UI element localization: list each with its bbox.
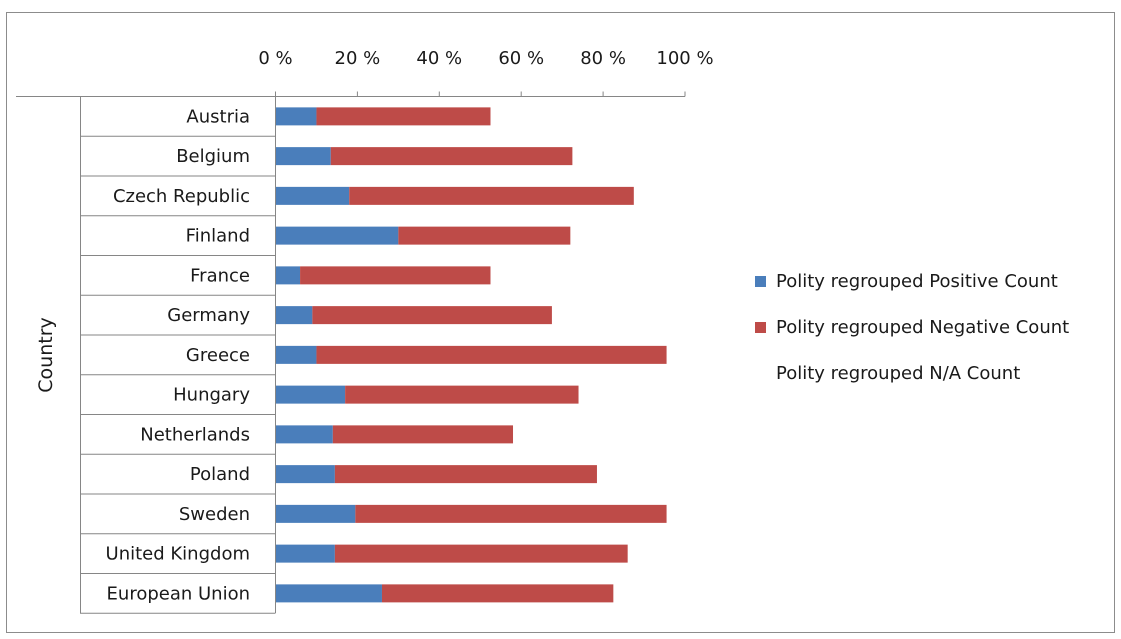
x-tick-label: 0 % — [258, 48, 292, 69]
legend-label: Polity regrouped Negative Count — [776, 317, 1069, 338]
category-labels: Austria Belgium Czech Republic Finland Franc… — [106, 106, 251, 604]
category-label: European Union — [107, 583, 250, 604]
bar-segment — [275, 345, 317, 364]
bar-segment — [300, 266, 491, 285]
legend-label: Polity regrouped N/A Count — [776, 363, 1020, 384]
bar-segment — [316, 345, 667, 364]
category-label: Czech Republic — [113, 186, 250, 207]
category-label: Germany — [167, 305, 250, 326]
x-tick-label: 100 % — [656, 48, 713, 69]
bar-segment — [275, 385, 346, 404]
bar-segment — [349, 186, 634, 205]
x-axis-ticks: 0 % 20 % 40 % 60 % 80 % 100 % — [258, 48, 714, 97]
x-tick-label: 40 % — [416, 48, 462, 69]
bar-segment — [275, 544, 335, 563]
category-label: United Kingdom — [106, 544, 250, 565]
chart-area-border — [6, 12, 1115, 633]
bar-segment — [275, 425, 333, 444]
bar-segment — [275, 226, 399, 245]
legend-swatch — [755, 368, 766, 379]
category-label: Austria — [186, 106, 250, 127]
category-label: Greece — [186, 345, 250, 366]
bar-segment — [381, 584, 614, 603]
bar-segment — [275, 504, 356, 523]
bar-segment — [275, 147, 331, 166]
bar-segment — [316, 107, 491, 126]
bar-segment — [275, 107, 317, 126]
bar-segment — [398, 226, 571, 245]
y-axis-title: Country — [35, 317, 57, 392]
x-tick-label: 20 % — [335, 48, 381, 69]
bar-segment — [355, 504, 667, 523]
category-label: Hungary — [173, 385, 250, 406]
bar-segment — [345, 385, 579, 404]
category-label: Poland — [190, 464, 250, 485]
bar-segment — [275, 465, 335, 484]
x-tick-label: 60 % — [498, 48, 544, 69]
legend: Polity regrouped Positive Count Polity re… — [755, 271, 1069, 384]
bar-segment — [312, 306, 552, 325]
bar-segment — [275, 266, 301, 285]
legend-swatch — [755, 322, 766, 333]
row-separators — [80, 135, 276, 614]
legend-swatch — [755, 276, 766, 287]
category-label: France — [190, 265, 250, 286]
category-label: Sweden — [179, 504, 250, 525]
bar-segment — [275, 306, 313, 325]
bar-segment — [334, 544, 628, 563]
bar-segment — [332, 425, 514, 444]
bar-segment — [334, 465, 597, 484]
x-tick-label: 80 % — [580, 48, 626, 69]
category-label: Netherlands — [140, 424, 250, 445]
bar-segment — [275, 186, 350, 205]
bar-segment — [275, 584, 382, 603]
legend-label: Polity regrouped Positive Count — [776, 271, 1058, 292]
category-label: Belgium — [176, 146, 250, 167]
bar-segment — [330, 147, 573, 166]
bars — [275, 107, 667, 603]
category-label: Finland — [186, 226, 250, 247]
